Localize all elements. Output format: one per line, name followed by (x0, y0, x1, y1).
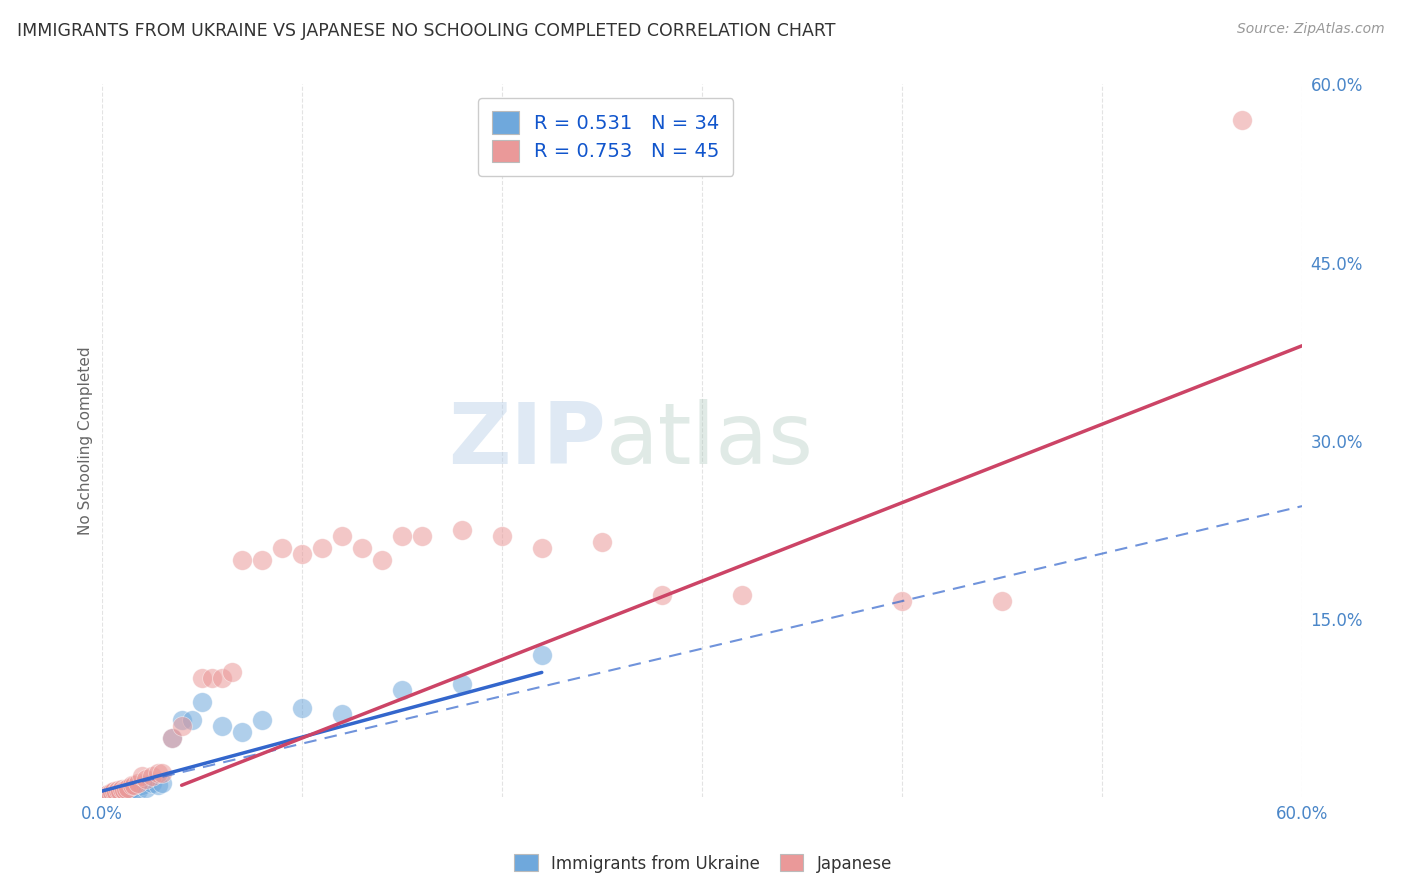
Point (107, 787, 129, 801)
Point (391, 683, 413, 698)
Point (270, 541, 292, 555)
Point (221, 665, 243, 680)
Point (491, 529, 513, 543)
Point (108, 784, 131, 798)
Point (291, 547, 314, 561)
Point (97, 788, 120, 802)
Point (411, 529, 433, 543)
Point (131, 769, 153, 783)
Point (890, 594, 912, 608)
Point (330, 529, 353, 543)
Point (370, 552, 392, 566)
Point (991, 594, 1014, 608)
Point (94, 789, 117, 803)
Point (211, 719, 233, 733)
Point (121, 780, 143, 795)
Point (141, 776, 163, 790)
Point (114, 781, 136, 796)
Point (211, 671, 233, 685)
Text: IMMIGRANTS FROM UKRAINE VS JAPANESE NO SCHOOLING COMPLETED CORRELATION CHART: IMMIGRANTS FROM UKRAINE VS JAPANESE NO S… (17, 22, 835, 40)
Point (180, 713, 202, 727)
Point (190, 671, 212, 685)
Point (150, 766, 173, 780)
Point (330, 706, 353, 721)
Point (530, 541, 553, 555)
Point (98, 787, 121, 801)
Point (135, 772, 157, 787)
Point (190, 695, 212, 709)
Point (141, 769, 163, 783)
Point (107, 783, 129, 797)
Point (350, 541, 373, 555)
Point (97, 787, 120, 801)
Point (110, 785, 132, 799)
Point (108, 784, 131, 798)
Point (131, 778, 153, 792)
Point (104, 785, 127, 799)
Point (103, 787, 125, 801)
Point (135, 780, 157, 795)
Point (100, 788, 122, 802)
Point (160, 731, 183, 745)
Legend: R = 0.531   N = 34, R = 0.753   N = 45: R = 0.531 N = 34, R = 0.753 N = 45 (478, 98, 734, 176)
Point (591, 534, 613, 549)
Point (160, 731, 183, 745)
Point (450, 677, 472, 691)
Point (118, 783, 141, 797)
Point (291, 701, 314, 715)
Point (150, 776, 173, 790)
Point (121, 785, 143, 799)
Point (1230, 113, 1253, 128)
Text: Source: ZipAtlas.com: Source: ZipAtlas.com (1237, 22, 1385, 37)
Point (391, 529, 413, 543)
Point (103, 784, 125, 798)
Point (112, 783, 135, 797)
Point (530, 648, 553, 662)
Point (250, 713, 273, 727)
Point (170, 713, 193, 727)
Point (114, 781, 136, 796)
Point (121, 778, 143, 792)
Point (112, 784, 135, 798)
Text: atlas: atlas (606, 400, 814, 483)
Point (651, 588, 673, 602)
Legend: Immigrants from Ukraine, Japanese: Immigrants from Ukraine, Japanese (508, 847, 898, 880)
Point (98, 787, 121, 801)
Point (201, 671, 224, 685)
Point (146, 778, 169, 792)
Point (311, 541, 333, 555)
Point (117, 780, 139, 795)
Point (94, 788, 117, 802)
Point (146, 766, 169, 780)
Point (110, 781, 132, 796)
Point (104, 785, 127, 799)
Point (231, 724, 253, 739)
Point (170, 719, 193, 733)
Point (127, 783, 149, 797)
Point (250, 552, 273, 566)
Point (122, 778, 145, 792)
Point (731, 588, 754, 602)
Text: ZIP: ZIP (449, 400, 606, 483)
Point (231, 552, 253, 566)
Point (110, 783, 132, 797)
Point (100, 785, 122, 799)
Point (117, 784, 139, 798)
Y-axis label: No Schooling Completed: No Schooling Completed (79, 346, 93, 535)
Point (450, 523, 472, 537)
Point (127, 776, 149, 790)
